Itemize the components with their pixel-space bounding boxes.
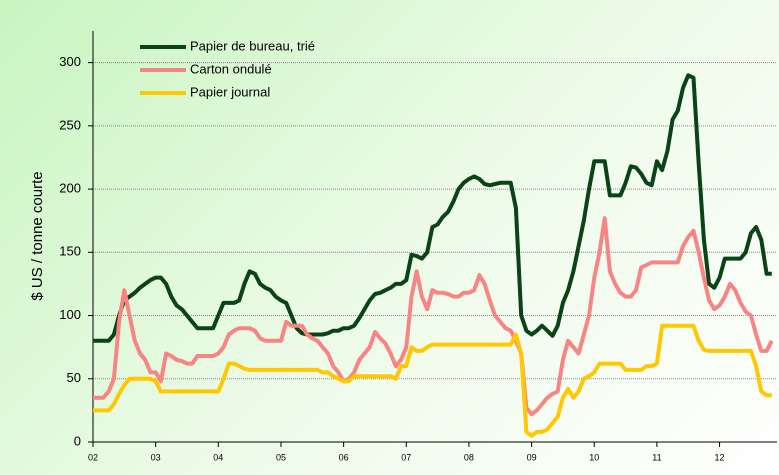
y-tick-label: 50 [67,370,81,385]
x-tick-label: 11 [652,452,661,462]
x-tick-label: 05 [276,452,286,462]
y-tick-label: 250 [59,117,81,132]
legend-label: Papier journal [190,84,270,99]
y-tick-label: 100 [59,307,81,322]
x-tick-label: 04 [213,452,223,462]
legend-label: Papier de bureau, trié [190,38,315,53]
y-tick-label: 150 [59,244,81,259]
x-tick-label: 07 [401,452,411,462]
legend-label: Carton ondulé [190,61,272,76]
line-series [93,216,774,417]
y-tick-label: 0 [74,433,81,448]
y-tick-label: 200 [59,181,81,196]
x-tick-label: 09 [527,452,537,462]
x-tick-label: 08 [464,452,474,462]
x-tick-label: 06 [339,452,349,462]
x-tick-label: 10 [589,452,599,462]
y-tick-label: 300 [59,54,81,69]
x-tick-label: 03 [151,452,161,462]
line-series [93,323,772,438]
x-tick-label: 12 [715,452,725,462]
line-series [93,73,772,343]
x-tick-label: 02 [88,452,98,462]
y-axis-label: $ US / tonne courte [29,171,46,300]
